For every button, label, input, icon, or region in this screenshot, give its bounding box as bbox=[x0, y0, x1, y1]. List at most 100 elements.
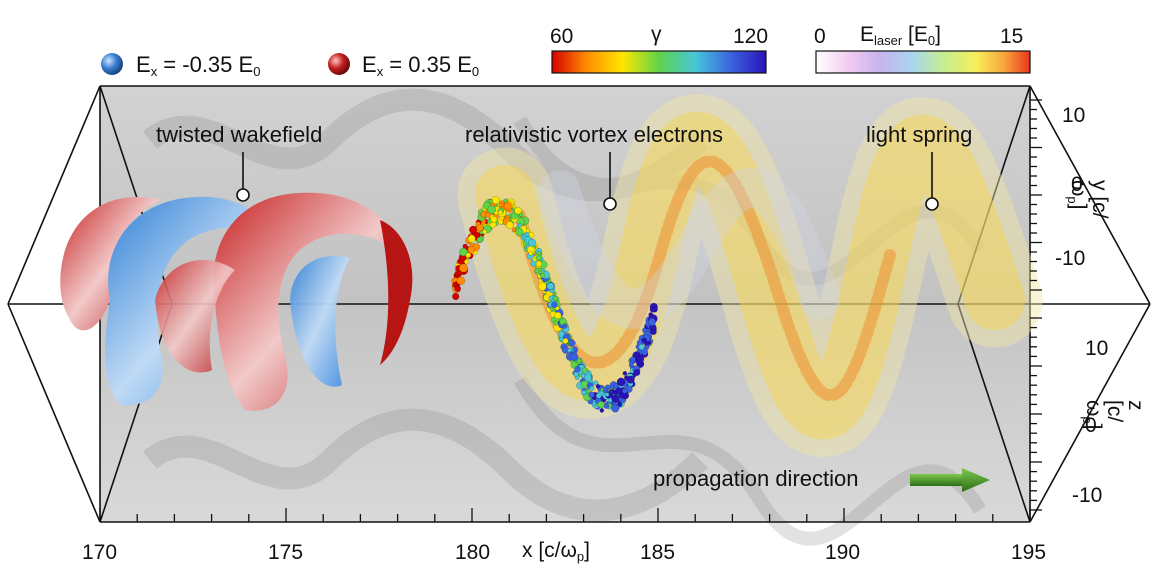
wake-blue-ribbon-1 bbox=[105, 196, 292, 406]
electron-particle bbox=[515, 227, 524, 236]
electron-particle bbox=[574, 366, 581, 373]
electron-particle bbox=[503, 201, 513, 211]
projection-shadows bbox=[142, 88, 986, 546]
electron-particle bbox=[467, 234, 476, 243]
electron-particle bbox=[622, 370, 628, 376]
electron-particle bbox=[511, 227, 517, 233]
electron-particle bbox=[617, 402, 623, 408]
electron-particle bbox=[641, 337, 648, 344]
gamma-min-label: 60 bbox=[550, 25, 574, 48]
electron-particle bbox=[538, 281, 547, 291]
electron-particle bbox=[615, 387, 623, 395]
electron-particle bbox=[597, 400, 605, 409]
electron-particle bbox=[593, 380, 599, 386]
electron-particle bbox=[552, 296, 558, 302]
x-tick-180: 180 bbox=[455, 541, 491, 564]
electron-particle bbox=[548, 295, 554, 301]
z-tick-minus10: -10 bbox=[1072, 484, 1103, 507]
electron-particle bbox=[640, 348, 649, 356]
laser-title: Elaser [E0] bbox=[860, 23, 941, 48]
laser-min-label: 0 bbox=[814, 25, 826, 48]
spring-pointer-dot bbox=[925, 197, 939, 211]
electron-particle bbox=[595, 392, 602, 399]
electron-particle bbox=[589, 385, 595, 391]
electron-particle bbox=[567, 347, 572, 353]
y-tick-10: 10 bbox=[1062, 104, 1086, 127]
electron-particle bbox=[568, 339, 576, 347]
electron-particle bbox=[628, 362, 634, 368]
light-spring bbox=[457, 94, 1043, 457]
electron-particle bbox=[485, 212, 491, 218]
electron-particle bbox=[569, 352, 579, 361]
electron-particle bbox=[528, 238, 537, 247]
electron-particle bbox=[476, 224, 484, 232]
twisted-wakefield-label: twisted wakefield bbox=[156, 122, 323, 147]
twisted-wakefield bbox=[60, 192, 413, 411]
electron-particle bbox=[452, 292, 460, 301]
xy-projection-panel bbox=[100, 86, 1030, 304]
electron-particle bbox=[528, 250, 534, 256]
z-axis-label: z [c/ωp] bbox=[1080, 400, 1147, 430]
electron-particle bbox=[581, 390, 587, 396]
electron-particle bbox=[540, 272, 546, 279]
x-tick-175: 175 bbox=[268, 541, 304, 564]
z-tick-10: 10 bbox=[1085, 337, 1109, 360]
annotation-pointers bbox=[236, 152, 939, 211]
electron-particle bbox=[535, 254, 542, 261]
vortex-pointer-dot bbox=[603, 197, 617, 211]
electron-particle bbox=[551, 301, 558, 309]
electron-particle bbox=[611, 394, 620, 403]
electron-particle bbox=[622, 388, 628, 394]
y-axis-label: y [c/ωp] bbox=[1065, 180, 1111, 219]
electron-particle bbox=[602, 387, 609, 394]
electron-particle bbox=[633, 369, 641, 376]
electron-particle bbox=[454, 285, 462, 293]
electron-particle bbox=[616, 377, 626, 387]
electron-particle bbox=[491, 196, 500, 205]
x-tick-170: 170 bbox=[82, 541, 118, 564]
z-tick-0: 0 bbox=[1085, 414, 1097, 437]
electron-particle bbox=[463, 259, 470, 265]
electron-particle bbox=[467, 245, 476, 254]
electron-particle bbox=[638, 343, 645, 351]
wake-red-ribbon-4 bbox=[380, 220, 413, 365]
electron-particle bbox=[534, 268, 540, 274]
x-tick-185: 185 bbox=[640, 541, 676, 564]
electron-particle bbox=[626, 375, 635, 384]
legend-blue-sphere-icon bbox=[101, 53, 123, 75]
x-axis-label: x [c/ωp] bbox=[522, 539, 590, 564]
electron-particle bbox=[497, 209, 503, 216]
propagation-direction-label: propagation direction bbox=[653, 466, 859, 491]
electron-particle bbox=[588, 391, 595, 398]
electron-particle bbox=[517, 223, 523, 228]
y-tick-minus10: -10 bbox=[1055, 247, 1086, 270]
electron-particle bbox=[459, 247, 468, 257]
wake-red-ribbon-3 bbox=[155, 260, 235, 373]
electron-particle bbox=[459, 263, 468, 273]
electron-particle bbox=[546, 282, 555, 291]
legend-red-sphere-icon bbox=[328, 53, 350, 75]
x-tick-190: 190 bbox=[825, 541, 861, 564]
electron-particle bbox=[554, 311, 562, 320]
electron-particle bbox=[576, 358, 582, 364]
legend-blue-label: Ex = -0.35 E0 bbox=[136, 52, 261, 79]
electron-particle bbox=[647, 317, 657, 327]
electron-particle bbox=[476, 236, 483, 243]
electron-particle bbox=[599, 408, 605, 413]
electron-particle bbox=[604, 392, 610, 397]
electron-particle bbox=[514, 206, 522, 215]
vortex-electrons-label: relativistic vortex electrons bbox=[465, 122, 723, 147]
x-axis-ticks bbox=[99, 508, 1031, 522]
electron-particle bbox=[562, 323, 568, 329]
electron-particle bbox=[535, 260, 543, 267]
electron-particle bbox=[487, 205, 497, 215]
laser-max-label: 15 bbox=[1000, 25, 1024, 48]
electron-particle bbox=[583, 373, 593, 382]
laser-colorbar bbox=[815, 50, 1031, 74]
light-spring-label: light spring bbox=[866, 122, 973, 147]
electron-particle bbox=[595, 384, 601, 389]
electron-particle bbox=[553, 320, 559, 326]
electron-particle bbox=[524, 231, 530, 237]
electron-particle bbox=[505, 221, 514, 229]
